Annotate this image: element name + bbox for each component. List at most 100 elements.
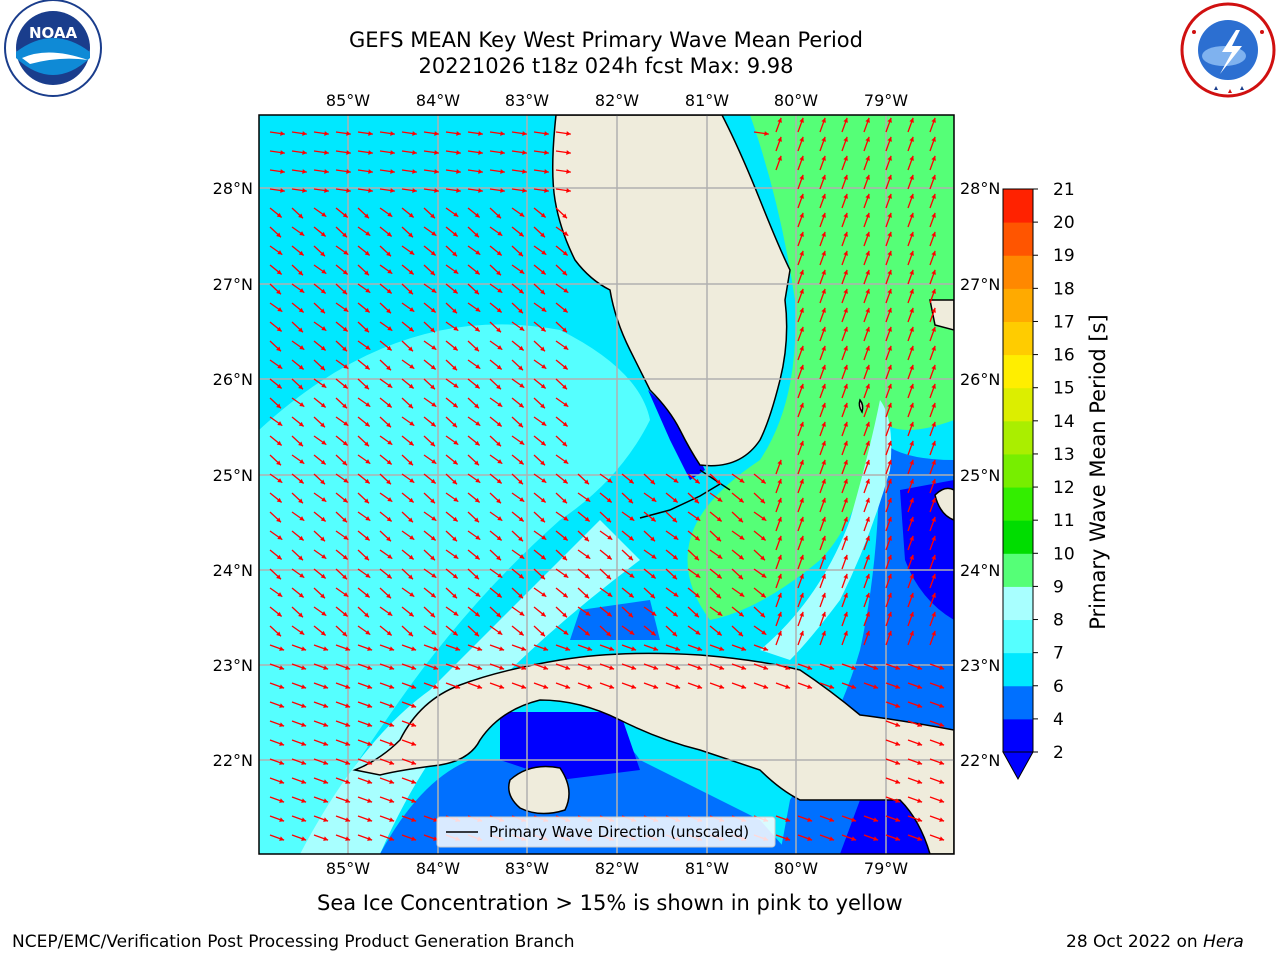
wave-arrow-head <box>320 516 326 522</box>
wave-arrow-head <box>695 516 701 521</box>
wave-arrow-head <box>298 498 303 504</box>
wave-arrow-head <box>607 478 613 483</box>
wave-arrow-head <box>887 250 892 256</box>
wave-arrow-head <box>543 684 549 689</box>
lon-label-bottom: 79°W <box>864 859 908 878</box>
wave-arrow-head <box>607 592 613 597</box>
wave-arrow-head <box>453 554 459 559</box>
wave-arrow-head <box>323 741 329 746</box>
wave-arrow-head <box>566 169 571 174</box>
wave-arrow-head <box>909 269 914 275</box>
wave-arrow-head <box>320 422 325 428</box>
wave-arrow-head <box>931 383 936 389</box>
wave-arrow-head <box>887 155 892 161</box>
wave-arrow-head <box>541 364 547 369</box>
lon-label-top: 81°W <box>685 91 729 110</box>
wave-arrow-head <box>821 250 826 256</box>
wave-arrow-head <box>430 327 435 333</box>
wave-arrow-head <box>345 703 351 708</box>
wave-arrow-head <box>345 722 351 727</box>
wave-arrow-head <box>279 665 285 670</box>
wave-arrow-head <box>345 779 351 784</box>
wave-arrow-head <box>563 402 569 407</box>
wave-arrow-head <box>365 231 371 236</box>
wave-arrow-head <box>939 798 945 803</box>
wave-arrow-head <box>279 817 285 822</box>
wave-arrow-head <box>345 836 351 841</box>
wave-arrow-head <box>917 665 923 670</box>
wave-arrow-head <box>408 574 413 580</box>
colorbar-segment <box>1003 553 1033 587</box>
wave-arrow-head <box>909 535 914 541</box>
wave-arrow-head <box>365 516 371 521</box>
wave-arrow-head <box>430 384 435 390</box>
wave-arrow-head <box>716 630 722 636</box>
wave-arrow-head <box>909 440 914 446</box>
wave-arrow-head <box>323 665 329 670</box>
lat-label-right: 22°N <box>960 751 1000 770</box>
wave-arrow-head <box>563 459 569 464</box>
wave-arrow-head <box>821 136 826 142</box>
wave-arrow-head <box>321 383 327 388</box>
wave-arrow-head <box>851 665 857 670</box>
wave-arrow-head <box>456 188 461 193</box>
wave-arrow-head <box>629 573 635 578</box>
sea-ice-note: Sea Ice Concentration > 15% is shown in … <box>317 891 903 915</box>
wave-arrow-head <box>367 779 373 784</box>
wave-arrow-head <box>496 270 501 276</box>
wave-arrow-head <box>475 478 481 483</box>
wave-arrow-head <box>474 326 480 332</box>
wave-arrow-head <box>807 817 813 822</box>
wave-arrow-head <box>430 555 435 561</box>
wave-arrow-head <box>843 231 848 237</box>
wave-arrow-head <box>497 573 503 578</box>
wave-arrow-head <box>320 573 326 579</box>
wave-arrow-head <box>738 554 744 560</box>
wave-arrow-head <box>497 630 503 635</box>
wave-arrow-head <box>298 612 303 618</box>
wave-arrow-head <box>433 665 439 670</box>
wave-arrow-head <box>321 554 327 559</box>
wave-arrow-head <box>277 535 283 540</box>
wave-arrow-head <box>650 593 655 599</box>
wave-arrow-head <box>411 760 417 765</box>
wave-arrow-head <box>777 592 782 598</box>
lat-label-right: 23°N <box>960 656 1000 675</box>
wave-arrow-head <box>829 665 835 670</box>
wave-arrow-head <box>298 441 303 447</box>
wave-arrow-head <box>909 345 914 351</box>
wave-arrow-head <box>452 402 458 408</box>
wave-arrow-head <box>821 478 826 484</box>
wave-arrow-head <box>323 760 329 765</box>
wave-arrow-head <box>606 497 612 503</box>
wave-arrow-head <box>474 403 479 409</box>
lat-label-left: 24°N <box>213 561 253 580</box>
wave-arrow-head <box>342 574 347 580</box>
wave-arrow-head <box>931 193 936 199</box>
wave-arrow-head <box>566 131 571 136</box>
wave-arrow-head <box>799 630 804 636</box>
wave-arrow-head <box>408 611 414 617</box>
wave-arrow-head <box>389 817 395 822</box>
wave-arrow-head <box>276 460 281 466</box>
wave-arrow-head <box>497 459 503 464</box>
wave-arrow-head <box>276 346 281 352</box>
wave-arrow-head <box>566 150 571 155</box>
wave-arrow-head <box>342 289 347 295</box>
wave-arrow-head <box>277 250 283 255</box>
wave-arrow-head <box>909 231 914 237</box>
wave-arrow-head <box>299 288 305 293</box>
wave-arrow-head <box>301 836 307 841</box>
wave-arrow-head <box>540 440 546 446</box>
wave-arrow-head <box>631 684 637 689</box>
wave-arrow-head <box>887 231 892 237</box>
wave-arrow-head <box>496 498 501 504</box>
wave-arrow-head <box>763 665 769 670</box>
wave-arrow-head <box>522 131 527 136</box>
wave-arrow-head <box>323 684 329 689</box>
wave-arrow-head <box>843 212 848 218</box>
wave-arrow-head <box>518 308 523 314</box>
wave-arrow-head <box>716 516 722 522</box>
wave-arrow-head <box>887 459 892 465</box>
wave-arrow-head <box>931 364 936 370</box>
